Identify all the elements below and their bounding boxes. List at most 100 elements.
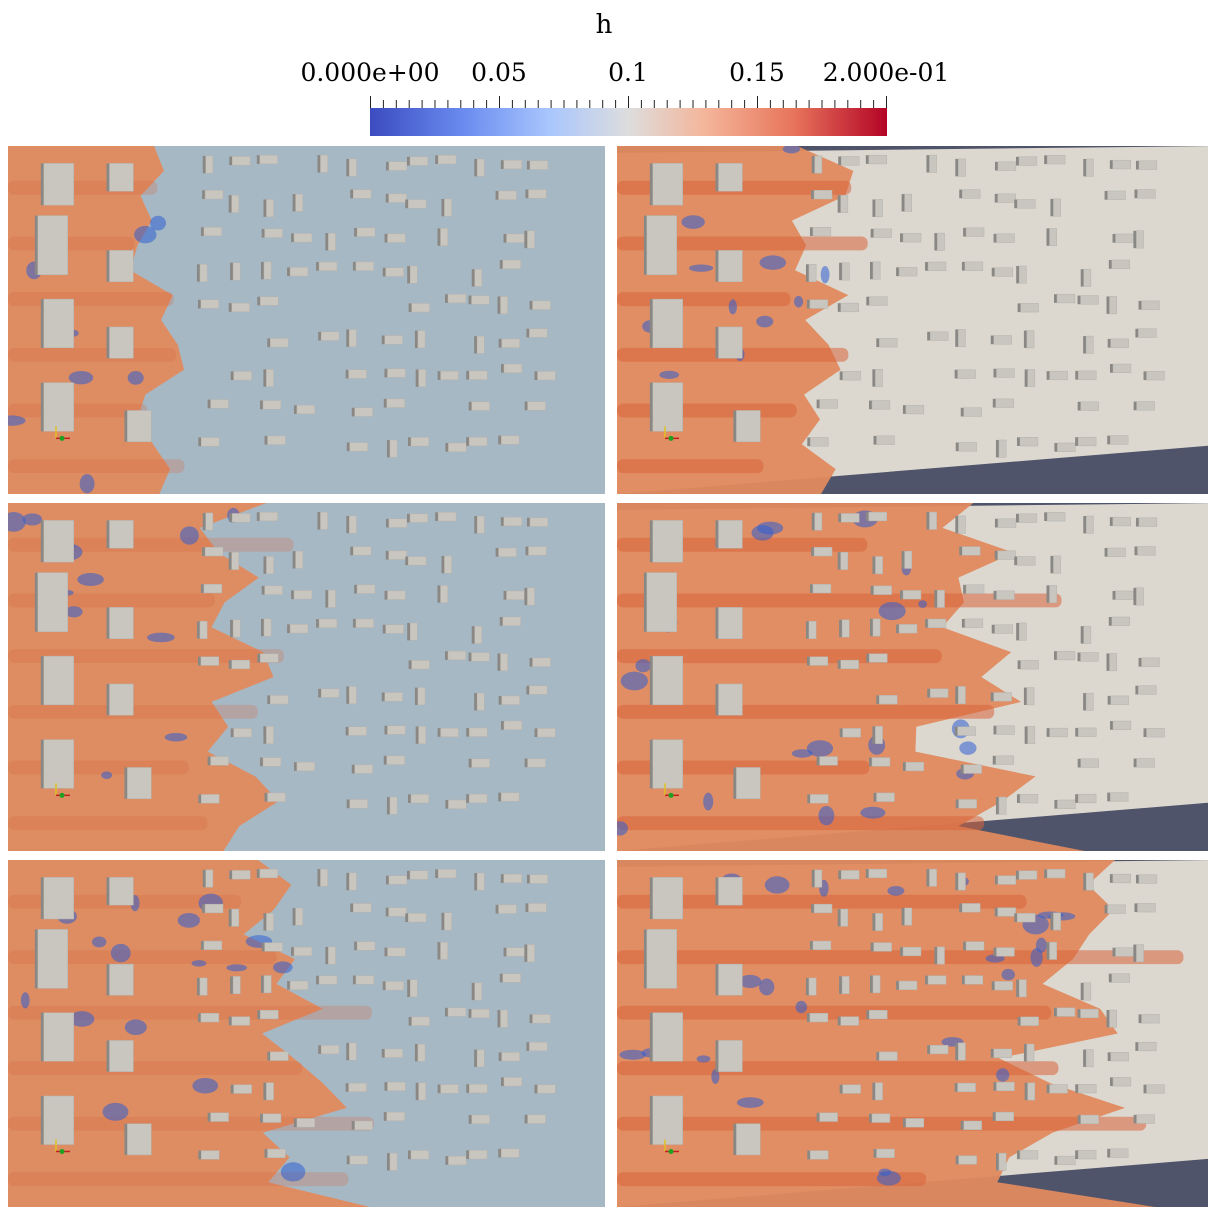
building-side [260,975,264,993]
building [471,1114,490,1124]
building-side [807,1150,811,1160]
building-side [466,437,470,446]
building [875,369,883,387]
building [447,1007,467,1017]
shallow-spot [1001,968,1016,981]
building-side [715,520,719,549]
building-side [228,303,232,312]
building-side [1016,794,1020,803]
building-side [124,767,128,799]
building-side [474,1049,478,1067]
building [201,1150,220,1160]
building [440,727,459,738]
building [718,520,743,549]
building [902,233,922,243]
building [1107,547,1126,557]
building-side [354,941,358,951]
building-side [649,1095,653,1145]
shallow-spot [793,295,804,308]
building [259,154,278,165]
building [348,1082,367,1093]
building-side [346,329,350,347]
building [267,1148,286,1158]
shallow-spot [134,225,157,244]
building [469,727,488,737]
building-side [352,975,356,985]
building-side [1143,1084,1147,1094]
building-side [1106,653,1110,671]
building [1109,653,1117,672]
building [43,298,74,349]
building-side [435,512,439,522]
building-side [1054,651,1058,660]
building-side [1135,328,1139,338]
building-side [352,618,356,628]
building-side [407,1150,411,1160]
building-side [407,437,411,446]
building-side [1135,1042,1139,1051]
building [231,194,240,213]
building [1146,371,1165,381]
building [1018,156,1038,166]
building [448,1155,467,1166]
building [840,302,859,313]
building-side [1109,160,1113,169]
building [231,551,240,570]
building-side [228,552,232,570]
building [349,158,357,177]
building-side [471,269,475,287]
shallow-spot [738,974,762,988]
building-side [990,692,994,702]
building [407,199,427,209]
building-side [293,762,297,771]
building [958,329,966,348]
building-side [995,796,999,815]
building [296,404,316,415]
shallow-spot [91,936,107,948]
building-side [500,874,504,883]
water-streak [8,1061,303,1076]
building [873,942,892,952]
building-side [34,929,38,989]
shallow-spot [878,601,906,621]
building-side [872,913,876,931]
building-side [40,163,44,206]
building-side [955,158,959,177]
building [842,728,861,738]
building-side [293,405,297,414]
building [996,725,1015,735]
building [993,692,1012,702]
building [471,758,490,768]
building [270,695,289,705]
building-side [643,215,647,275]
building-side [715,1040,719,1072]
building-side [200,227,204,236]
building [809,656,829,666]
building-side [649,382,653,432]
building [410,1150,430,1160]
shallow-spot [759,255,787,270]
building [468,436,488,447]
building [1018,870,1038,880]
building-side [468,1115,472,1124]
building [819,756,838,766]
building-side [106,607,110,639]
building-side [287,981,291,990]
building [997,550,1016,560]
building [808,264,817,282]
building-side [993,368,997,378]
building [109,326,134,359]
building [528,189,547,199]
shallow-spot [696,1055,711,1063]
building [471,1008,490,1019]
building [927,261,947,271]
building [1112,159,1131,170]
building-side [807,437,811,447]
building-side [106,520,110,549]
building [904,907,912,926]
building-side [207,756,211,766]
building-side [526,685,530,695]
building [1086,515,1094,534]
building [476,692,485,711]
building [868,868,887,879]
